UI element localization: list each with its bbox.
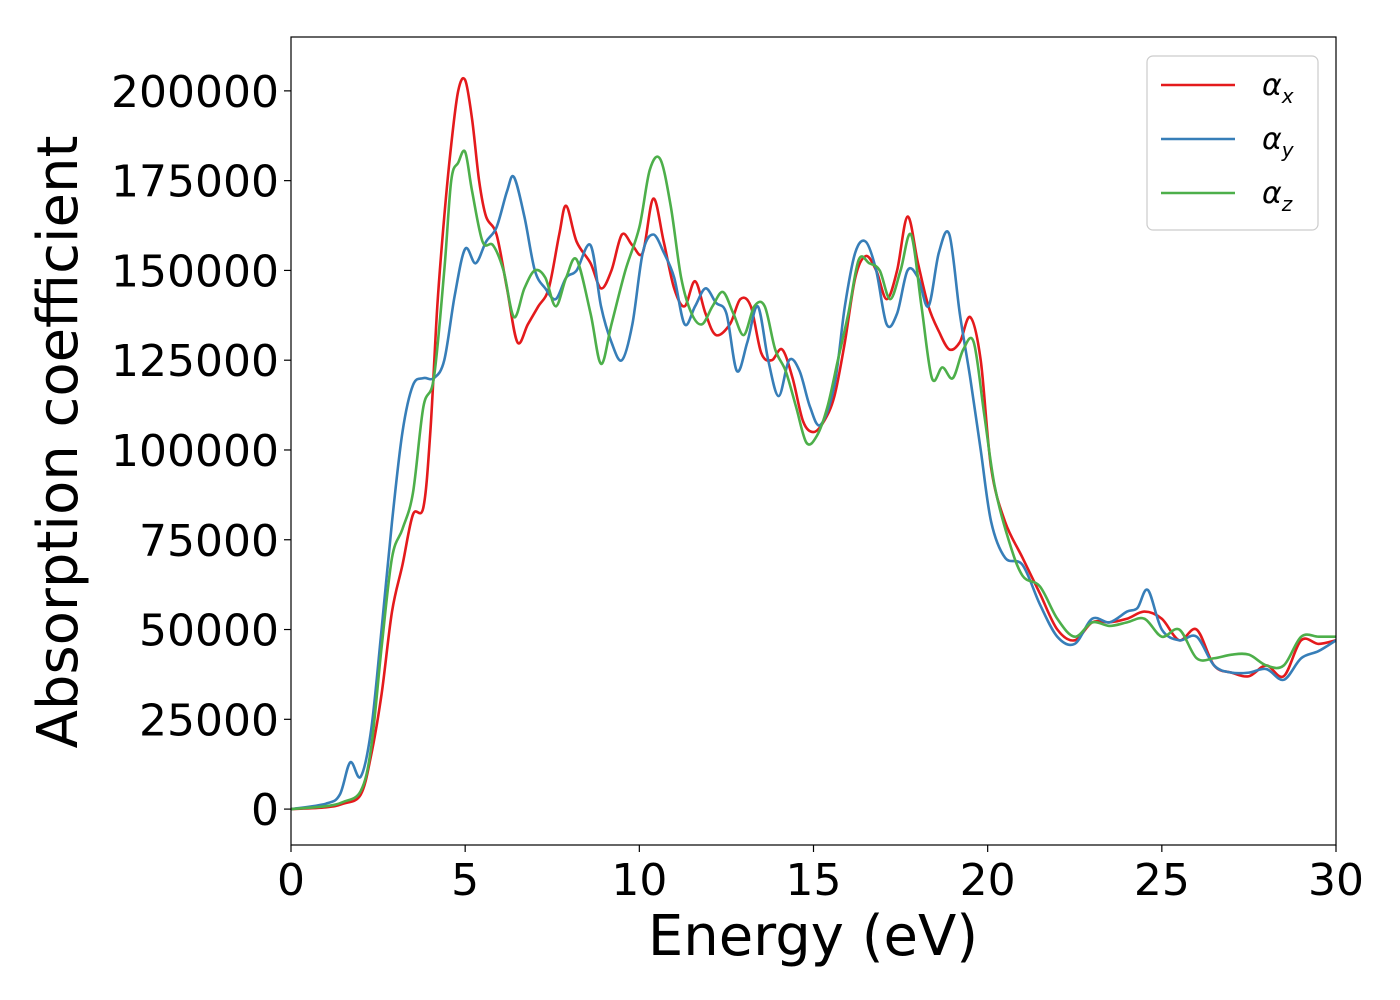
y-tick-label: 125000 [111,336,279,387]
series-line-y [291,174,1336,811]
y-tick-label: 200000 [111,67,279,118]
series-line-z [291,149,1336,811]
series-lines [291,76,1336,811]
y-tick-label: 100000 [111,426,279,477]
x-tick-label: 15 [786,855,842,906]
x-axis-ticks: 0 5 10 15 20 25 30 [277,845,1364,906]
x-tick-label: 5 [451,855,479,906]
y-tick-label: 50000 [139,606,279,657]
y-tick-label: 150000 [111,246,279,297]
x-tick-label: 25 [1134,855,1190,906]
y-axis-label: Absorption coefficient [26,136,91,749]
legend: αx αy αz [1146,55,1319,231]
y-tick-label: 175000 [111,157,279,208]
x-tick-label: 0 [277,855,305,906]
x-tick-label: 20 [960,855,1016,906]
x-tick-label: 30 [1308,855,1364,906]
legend-label-x: αx [1262,68,1294,108]
legend-label-z: αz [1262,176,1293,216]
legend-label-y: αy [1262,122,1295,162]
x-axis-label: Energy (eV) [648,904,978,969]
y-tick-label: 75000 [139,516,279,567]
y-tick-label: 0 [251,785,279,836]
y-tick-label: 25000 [139,695,279,746]
x-tick-label: 10 [611,855,667,906]
legend-box [1146,55,1319,231]
y-axis-ticks: 0 25000 50000 75000 100000 125000 150000 175000… [111,67,291,836]
